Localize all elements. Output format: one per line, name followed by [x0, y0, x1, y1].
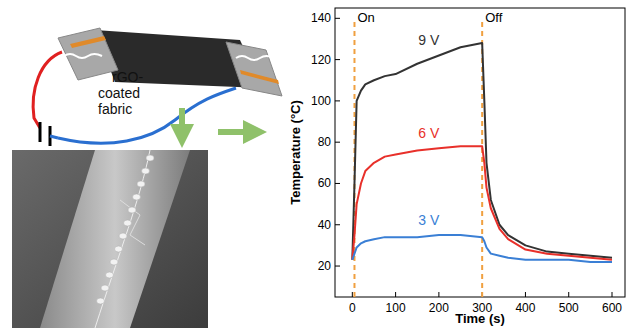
y-tick-label: 140 [311, 11, 331, 25]
schematic: rGO-coatedfabric [33, 28, 282, 146]
x-tick-label: 400 [515, 301, 535, 315]
particle [115, 246, 123, 252]
label-line: coated [98, 85, 140, 101]
y-tick-label: 80 [318, 135, 332, 149]
x-tick [568, 292, 569, 297]
fiber [40, 150, 190, 328]
series-line [352, 43, 612, 260]
y-tick-label: 20 [318, 259, 332, 273]
x-tick-label: 500 [559, 301, 579, 315]
x-tick [352, 292, 353, 297]
particle [110, 259, 118, 265]
x-tick [525, 292, 526, 297]
x-tick-label: 0 [349, 301, 356, 315]
electrode-strip [240, 70, 279, 84]
electrode-strip [70, 36, 106, 48]
sem-background [12, 150, 208, 328]
y-tick [335, 224, 340, 225]
x-tick [395, 292, 396, 297]
y-tick [335, 183, 340, 184]
x-tick-label: 600 [602, 301, 622, 315]
y-tick [335, 266, 340, 267]
label-line: fabric [98, 101, 132, 117]
x-tick-label: 200 [429, 301, 449, 315]
particle [119, 233, 127, 239]
particle [133, 194, 141, 200]
particle [128, 207, 136, 213]
particle [137, 181, 145, 187]
arrow-down [179, 108, 185, 136]
y-axis-label: Temperature (°C) [288, 100, 303, 205]
series-label: 6 V [418, 125, 440, 141]
series-line [352, 235, 612, 262]
y-tick [335, 59, 340, 60]
electrode-right [226, 42, 282, 96]
red-wire [33, 52, 62, 128]
battery-plate [39, 122, 42, 142]
fiber-wrinkle [120, 200, 145, 245]
y-tick [335, 142, 340, 143]
x-tick [438, 292, 439, 297]
sem-image [12, 150, 208, 328]
arrow-right [218, 129, 255, 135]
fabric-label: rGO-coatedfabric [98, 69, 143, 117]
y-tick [335, 100, 340, 101]
series-label: 3 V [418, 212, 440, 228]
annotation-label: Off [485, 10, 502, 25]
particle [101, 285, 109, 291]
y-tick-label: 60 [318, 176, 332, 190]
electrode-left [58, 28, 118, 80]
y-tick-label: 100 [311, 94, 331, 108]
fiber-wrinkle [95, 150, 150, 328]
particle [124, 220, 132, 226]
y-tick-label: 40 [318, 218, 332, 232]
x-axis-label: Time (s) [455, 311, 505, 326]
particle [106, 272, 114, 278]
series-line [352, 146, 612, 260]
battery-lead [50, 136, 58, 138]
y-tick [335, 18, 340, 19]
annotation-label: On [357, 10, 374, 25]
particle [142, 168, 150, 174]
y-tick-label: 120 [311, 53, 331, 67]
plot-area [352, 22, 612, 297]
clip-detail [64, 54, 102, 58]
x-tick [612, 292, 613, 297]
particle [146, 155, 154, 161]
x-tick-label: 100 [386, 301, 406, 315]
chart: 010020030040050060020406080100120140Time… [288, 8, 625, 326]
clip-detail [236, 56, 274, 60]
series-label: 9 V [418, 32, 440, 48]
particle [97, 298, 105, 304]
plot-frame [335, 8, 625, 297]
figure: rGO-coatedfabric010020030040050060020406… [0, 0, 637, 328]
blue-wire [58, 88, 236, 143]
label-line: rGO- [112, 69, 143, 85]
